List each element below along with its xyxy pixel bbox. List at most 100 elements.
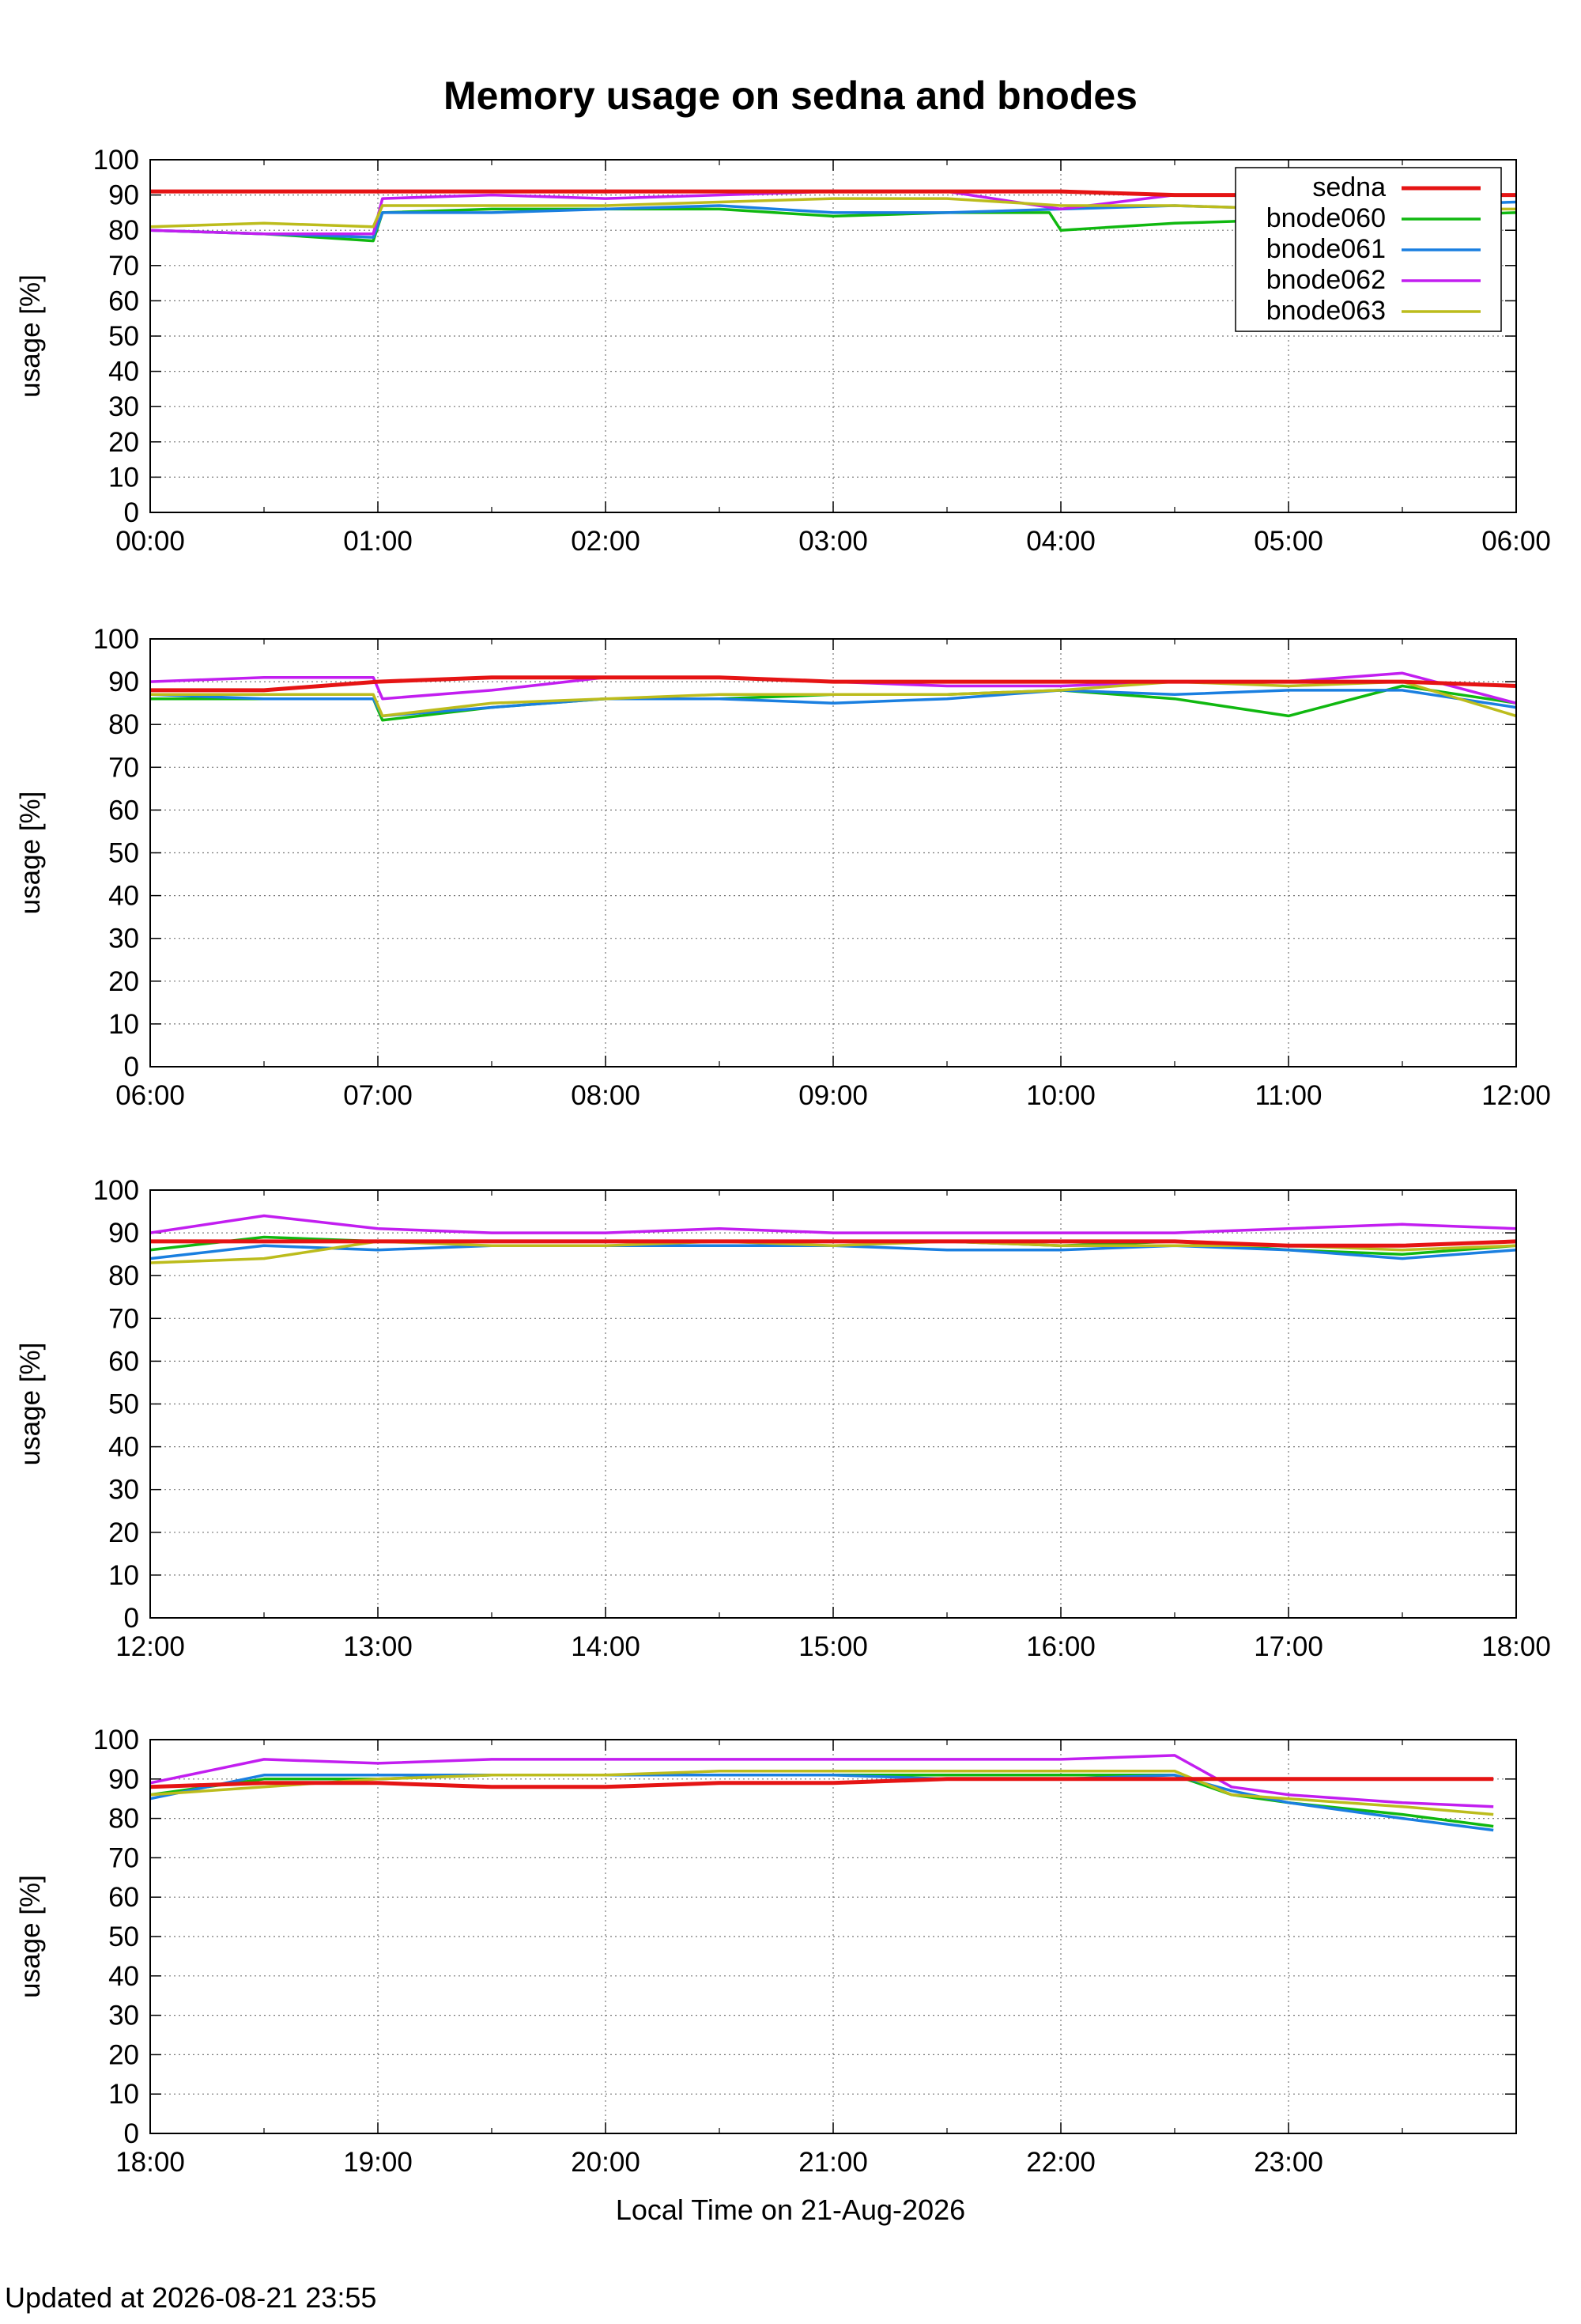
x-tick-label: 12:00 (1481, 1080, 1551, 1111)
plot-frame (149, 638, 1517, 1068)
x-tick-label: 10:00 (1026, 1080, 1096, 1111)
y-tick-label: 40 (108, 357, 139, 387)
y-tick-label: 10 (108, 2079, 139, 2110)
y-tick-label: 30 (108, 1475, 139, 1506)
y-tick-label: 50 (108, 321, 139, 352)
x-tick-label: 15:00 (798, 1631, 868, 1662)
plot-frame (149, 1189, 1517, 1619)
y-tick-label: 0 (124, 1603, 139, 1634)
y-tick-label: 40 (108, 881, 139, 912)
y-tick-label: 90 (108, 667, 139, 697)
x-tick-label: 01:00 (343, 526, 413, 557)
y-tick-label: 30 (108, 2001, 139, 2031)
y-tick-label: 60 (108, 285, 139, 316)
y-tick-label: 60 (108, 795, 139, 826)
x-tick-label: 23:00 (1254, 2147, 1323, 2178)
y-tick-label: 20 (108, 2039, 139, 2070)
y-tick-label: 40 (108, 1961, 139, 1992)
x-tick-label: 18:00 (1481, 1631, 1551, 1662)
y-tick-label: 70 (108, 251, 139, 282)
x-tick-label: 04:00 (1026, 526, 1096, 557)
series-line-bnode062 (149, 1214, 1517, 1234)
y-tick-label: 0 (124, 497, 139, 528)
y-tick-label: 90 (108, 1218, 139, 1249)
series-line-sedna (150, 675, 1517, 693)
x-tick-label: 20:00 (571, 2147, 640, 2178)
y-axis-label: usage [%] (15, 1343, 46, 1466)
legend-label-bnode060: bnode060 (1266, 203, 1386, 233)
y-tick-label: 80 (108, 1804, 139, 1835)
y-tick-label: 50 (108, 1389, 139, 1420)
y-tick-label: 70 (108, 1842, 139, 1873)
series-line-bnode063 (149, 1770, 1494, 1816)
x-tick-label: 17:00 (1254, 1631, 1323, 1662)
x-tick-label: 05:00 (1254, 526, 1323, 557)
y-axis-label: usage [%] (15, 792, 46, 915)
y-tick-label: 100 (93, 624, 139, 655)
x-tick-label: 22:00 (1026, 2147, 1096, 2178)
y-tick-label: 30 (108, 924, 139, 954)
series-line-bnode061 (149, 689, 1517, 718)
y-tick-label: 100 (93, 145, 139, 176)
y-tick-label: 50 (108, 1922, 139, 1952)
y-tick-label: 80 (108, 709, 139, 740)
x-tick-label: 19:00 (343, 2147, 413, 2178)
series-line-bnode063 (150, 680, 1517, 718)
x-tick-label: 14:00 (571, 1631, 640, 1662)
x-axis-label: Local Time on 21-Aug-2026 (615, 2194, 966, 2226)
y-tick-label: 50 (108, 838, 139, 869)
x-tick-label: 12:00 (115, 1631, 185, 1662)
y-tick-label: 100 (93, 1175, 139, 1206)
panel-4: 0 10 20 30 40 50 60 70 80 90 100 18:00 19:00 20:00 21:… (15, 1725, 1517, 2178)
y-tick-label: 80 (108, 1260, 139, 1291)
y-tick-label: 20 (108, 1517, 139, 1548)
x-tick-label: 06:00 (115, 1080, 185, 1111)
series-line-sedna (149, 1777, 1494, 1789)
y-axis-label: usage [%] (15, 1875, 46, 1998)
y-tick-label: 10 (108, 1009, 139, 1040)
x-tick-label: 08:00 (571, 1080, 640, 1111)
updated-timestamp: Updated at 2026-08-21 23:55 (5, 2281, 377, 2314)
y-tick-label: 0 (124, 2118, 139, 2149)
x-tick-label: 16:00 (1026, 1631, 1096, 1662)
y-tick-label: 70 (108, 752, 139, 783)
x-tick-label: 00:00 (115, 526, 185, 557)
x-tick-label: 03:00 (798, 526, 868, 557)
y-tick-label: 10 (108, 1560, 139, 1591)
y-tick-label: 20 (108, 966, 139, 997)
panel-2: 0 10 20 30 40 50 60 70 80 90 100 06:00 07:00 08:00 09:… (15, 624, 1551, 1111)
y-tick-label: 10 (108, 462, 139, 493)
x-tick-label: 13:00 (343, 1631, 413, 1662)
series-line-bnode062 (149, 1754, 1494, 1808)
y-tick-label: 70 (108, 1303, 139, 1334)
panel-3: 0 10 20 30 40 50 60 70 80 90 100 12:00 13:00 14:00 15:… (15, 1175, 1551, 1662)
y-tick-label: 20 (108, 427, 139, 458)
y-tick-label: 90 (108, 180, 139, 211)
x-tick-label: 21:00 (798, 2147, 868, 2178)
x-tick-label: 02:00 (571, 526, 640, 557)
x-tick-label: 07:00 (343, 1080, 413, 1111)
x-tick-label: 09:00 (798, 1080, 868, 1111)
legend-label-sedna: sedna (1312, 172, 1386, 202)
y-tick-label: 60 (108, 1882, 139, 1913)
y-tick-label: 90 (108, 1764, 139, 1795)
legend-label-bnode061: bnode061 (1266, 234, 1386, 264)
plot-frame (149, 159, 1517, 513)
y-tick-label: 60 (108, 1346, 139, 1377)
x-tick-label: 18:00 (115, 2147, 185, 2178)
y-tick-label: 30 (108, 391, 139, 422)
series-line-bnode061 (149, 1774, 1494, 1832)
chart-title: Memory usage on sedna and bnodes (443, 74, 1138, 118)
y-axis-label: usage [%] (15, 274, 46, 398)
y-tick-label: 40 (108, 1432, 139, 1463)
x-tick-label: 11:00 (1255, 1080, 1323, 1111)
y-tick-label: 100 (93, 1725, 139, 1755)
plot-frame (149, 1739, 1517, 2134)
series-line-sedna (150, 1239, 1517, 1248)
legend-label-bnode062: bnode062 (1266, 265, 1386, 295)
y-tick-label: 80 (108, 215, 139, 246)
y-tick-label: 0 (124, 1052, 139, 1083)
